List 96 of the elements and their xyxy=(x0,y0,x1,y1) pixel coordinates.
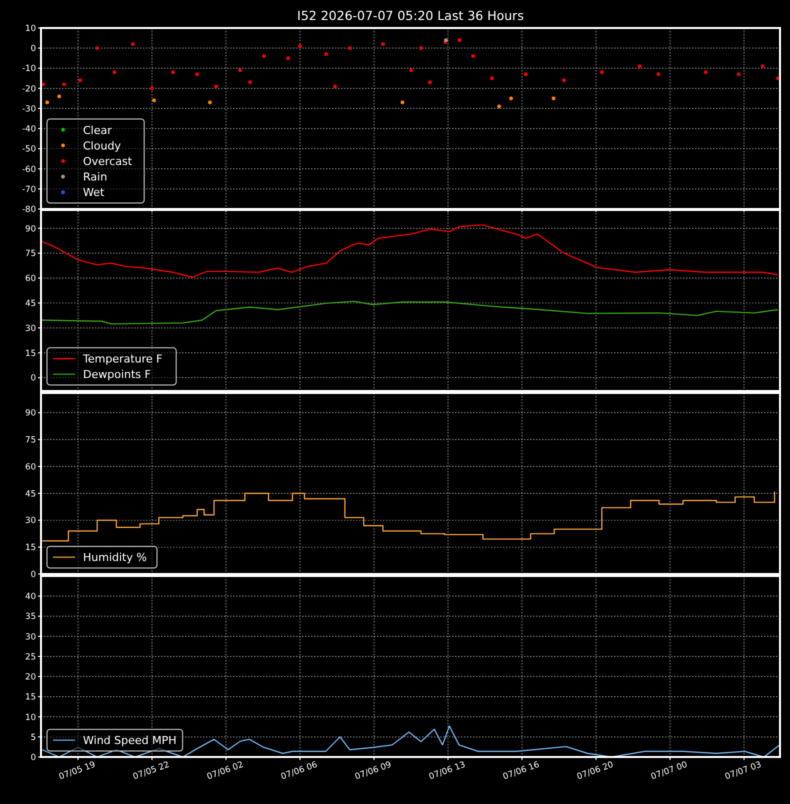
point xyxy=(638,64,642,68)
x-tick-label: 07/06 13 xyxy=(428,760,467,782)
y-tick-label: 75 xyxy=(25,436,36,446)
y-tick-label: 10 xyxy=(25,712,36,723)
y-tick-label: 0 xyxy=(30,753,36,763)
point xyxy=(509,96,513,100)
point xyxy=(78,78,82,82)
x-tick-label: 07/07 00 xyxy=(650,760,689,782)
y-tick-label: 30 xyxy=(25,324,36,334)
point xyxy=(286,56,290,60)
point xyxy=(524,72,528,76)
point xyxy=(130,42,135,46)
point xyxy=(262,54,266,58)
point xyxy=(238,68,242,72)
point xyxy=(400,100,404,104)
line-series xyxy=(41,224,779,278)
point xyxy=(600,70,604,74)
point xyxy=(497,104,501,108)
y-tick-label: -40 xyxy=(22,124,36,135)
point xyxy=(62,82,66,86)
legend-label: Cloudy xyxy=(83,139,122,152)
y-tick-label: 30 xyxy=(25,516,36,526)
y-tick-label: -20 xyxy=(22,84,36,94)
point xyxy=(704,70,708,74)
y-tick-label: -80 xyxy=(22,205,36,215)
point xyxy=(324,52,328,56)
point xyxy=(112,70,116,74)
point xyxy=(57,94,62,98)
y-tick-label: 15 xyxy=(25,348,36,359)
y-tick-label: 35 xyxy=(25,612,36,622)
y-tick-label: 75 xyxy=(25,249,36,260)
legend-label: Wind Speed MPH xyxy=(83,734,177,748)
y-tick-label: 0 xyxy=(30,570,36,580)
point xyxy=(45,100,50,104)
x-tick-label: 07/06 20 xyxy=(576,760,615,782)
y-tick-label: 0 xyxy=(30,44,36,54)
point xyxy=(333,84,337,88)
y-tick-label: 10 xyxy=(25,24,36,34)
y-tick-label: 60 xyxy=(25,462,36,472)
y-tick-label: -30 xyxy=(22,104,36,114)
legend-label: Clear xyxy=(83,124,112,137)
point xyxy=(150,86,154,90)
point xyxy=(471,54,475,58)
point xyxy=(94,46,99,50)
point xyxy=(152,98,156,102)
y-tick-label: 30 xyxy=(25,632,36,642)
point xyxy=(760,64,764,68)
y-tick-label: -50 xyxy=(22,144,36,155)
y-tick-label: 45 xyxy=(25,489,36,500)
x-tick-label: 07/05 22 xyxy=(132,760,171,782)
point xyxy=(171,70,175,74)
point xyxy=(348,46,352,50)
point xyxy=(298,44,302,48)
y-tick-label: -70 xyxy=(22,184,36,195)
y-tick-label: 45 xyxy=(25,298,36,309)
point xyxy=(490,76,494,80)
chart-title: I52 2026-07-07 05:20 Last 36 Hours xyxy=(297,8,524,23)
y-tick-label: 60 xyxy=(25,274,36,284)
x-tick-label: 07/06 06 xyxy=(280,760,319,782)
point xyxy=(457,38,462,42)
point xyxy=(195,72,199,76)
y-tick-label: 20 xyxy=(25,672,36,683)
legend-label: Humidity % xyxy=(83,551,147,564)
point xyxy=(419,46,423,50)
point xyxy=(214,84,218,88)
legend-label: Wet xyxy=(83,186,105,200)
point xyxy=(736,72,740,76)
point xyxy=(656,72,660,76)
point xyxy=(552,96,556,100)
point xyxy=(248,80,252,84)
legend-label: Overcast xyxy=(83,155,133,168)
y-tick-label: 0 xyxy=(30,374,36,384)
y-tick-label: 15 xyxy=(25,543,36,554)
line-series xyxy=(41,300,779,325)
x-tick-label: 07/06 16 xyxy=(502,760,541,782)
y-tick-label: 40 xyxy=(25,592,36,602)
legend-label: Rain xyxy=(83,170,108,184)
point xyxy=(409,68,413,72)
y-tick-label: 90 xyxy=(25,224,36,234)
y-tick-label: 90 xyxy=(25,408,36,419)
legend-label: Dewpoints F xyxy=(83,368,151,382)
point xyxy=(562,78,566,82)
legend-label: Temperature F xyxy=(82,352,163,366)
point xyxy=(208,100,212,104)
x-tick-label: 07/06 02 xyxy=(206,760,245,782)
point xyxy=(381,42,385,46)
y-tick-label: -10 xyxy=(22,64,36,74)
point xyxy=(428,80,432,84)
y-tick-label: 5 xyxy=(30,732,36,743)
x-tick-label: 07/06 09 xyxy=(354,760,393,782)
y-tick-label: 25 xyxy=(25,652,36,662)
y-tick-label: -60 xyxy=(22,164,36,175)
x-tick-label: 07/07 03 xyxy=(724,760,763,782)
x-tick-label: 07/05 19 xyxy=(58,760,97,782)
line-series xyxy=(42,725,780,758)
y-tick-label: 15 xyxy=(25,692,36,703)
